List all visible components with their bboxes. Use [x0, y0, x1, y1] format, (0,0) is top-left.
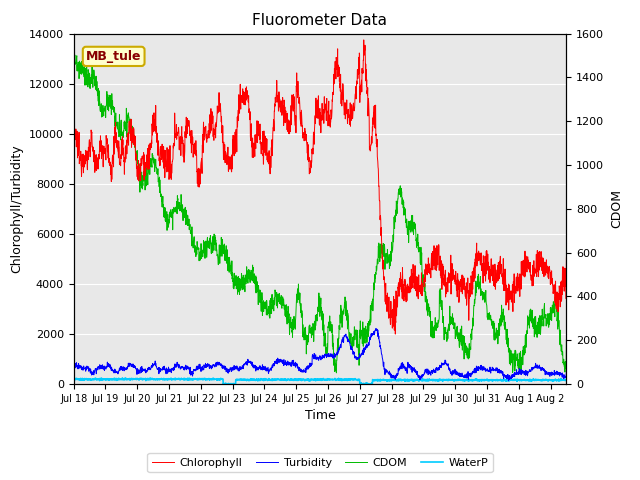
WaterP: [548, 377, 556, 383]
CDOM: [458, 339, 466, 345]
Line: Chlorophyll: Chlorophyll: [74, 40, 566, 334]
Line: Turbidity: Turbidity: [74, 329, 566, 381]
Chlorophyll: [392, 331, 399, 337]
WaterP: [563, 377, 570, 383]
Chlorophyll: [458, 272, 466, 278]
Turbidity: [458, 370, 466, 376]
CDOM: [548, 311, 556, 316]
WaterP: [220, 381, 227, 387]
CDOM: [563, 336, 570, 342]
Chlorophyll: [296, 115, 304, 121]
Turbidity: [504, 378, 512, 384]
Y-axis label: Chlorophyll/Turbidity: Chlorophyll/Turbidity: [10, 144, 23, 273]
Chlorophyll: [360, 37, 367, 43]
Text: MB_tule: MB_tule: [86, 50, 141, 63]
Turbidity: [548, 371, 556, 377]
WaterP: [548, 377, 556, 383]
Turbidity: [563, 369, 570, 374]
CDOM: [296, 303, 304, 309]
Chlorophyll: [563, 255, 570, 261]
CDOM: [309, 323, 317, 329]
Turbidity: [548, 370, 556, 375]
WaterP: [297, 377, 305, 383]
Turbidity: [309, 353, 317, 359]
Line: CDOM: CDOM: [74, 54, 566, 373]
CDOM: [548, 302, 556, 308]
Chlorophyll: [309, 140, 317, 146]
Turbidity: [95, 364, 102, 370]
Legend: Chlorophyll, Turbidity, CDOM, WaterP: Chlorophyll, Turbidity, CDOM, WaterP: [147, 453, 493, 472]
WaterP: [70, 376, 77, 382]
Turbidity: [372, 326, 380, 332]
WaterP: [458, 377, 466, 383]
CDOM: [333, 370, 340, 376]
WaterP: [95, 376, 102, 382]
CDOM: [70, 51, 77, 57]
Turbidity: [70, 366, 77, 372]
Chlorophyll: [548, 282, 556, 288]
Chlorophyll: [70, 152, 77, 158]
Chlorophyll: [548, 276, 556, 281]
Title: Fluorometer Data: Fluorometer Data: [253, 13, 387, 28]
WaterP: [310, 377, 317, 383]
Line: WaterP: WaterP: [74, 378, 566, 384]
Turbidity: [296, 366, 304, 372]
X-axis label: Time: Time: [305, 409, 335, 422]
CDOM: [95, 103, 102, 108]
Chlorophyll: [95, 152, 102, 157]
Y-axis label: CDOM: CDOM: [610, 189, 623, 228]
WaterP: [118, 375, 126, 381]
